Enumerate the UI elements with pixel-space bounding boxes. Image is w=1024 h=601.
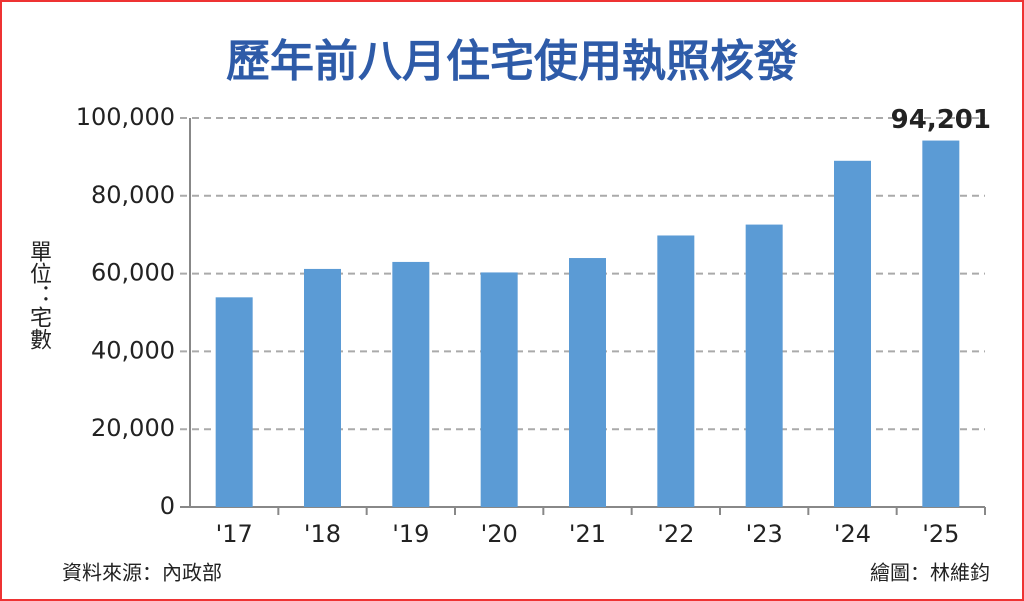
x-tick-label: '22 (657, 520, 694, 548)
y-tick-label: 100,000 (76, 103, 175, 131)
x-tick-label: '25 (922, 520, 959, 548)
y-tick-label: 60,000 (91, 259, 175, 287)
x-tick-label: '23 (746, 520, 783, 548)
bar (922, 140, 960, 507)
y-axis-label: 單位：宅數 (26, 240, 52, 350)
bar (657, 235, 695, 507)
x-tick-label: '21 (569, 520, 606, 548)
x-tick-label: '19 (392, 520, 429, 548)
y-tick-label: 80,000 (91, 181, 175, 209)
x-tick-label: '24 (834, 520, 871, 548)
value-label: 94,201 (891, 105, 991, 135)
y-tick-label: 20,000 (91, 414, 175, 442)
bar (745, 224, 783, 507)
bar (215, 297, 253, 507)
x-tick-label: '17 (216, 520, 253, 548)
y-tick-label: 40,000 (91, 336, 175, 364)
bar (480, 272, 518, 507)
credit: 繪圖：林維鈞 (870, 561, 990, 585)
bar (304, 268, 341, 507)
bar (569, 258, 606, 507)
x-tick-label: '18 (304, 520, 341, 548)
chart-title: 歷年前八月住宅使用執照核發 (226, 36, 798, 87)
y-tick-label: 0 (160, 492, 175, 520)
bar (392, 261, 430, 507)
bar (834, 160, 871, 508)
x-tick-label: '20 (481, 520, 518, 548)
source: 資料來源：內政部 (62, 561, 222, 585)
